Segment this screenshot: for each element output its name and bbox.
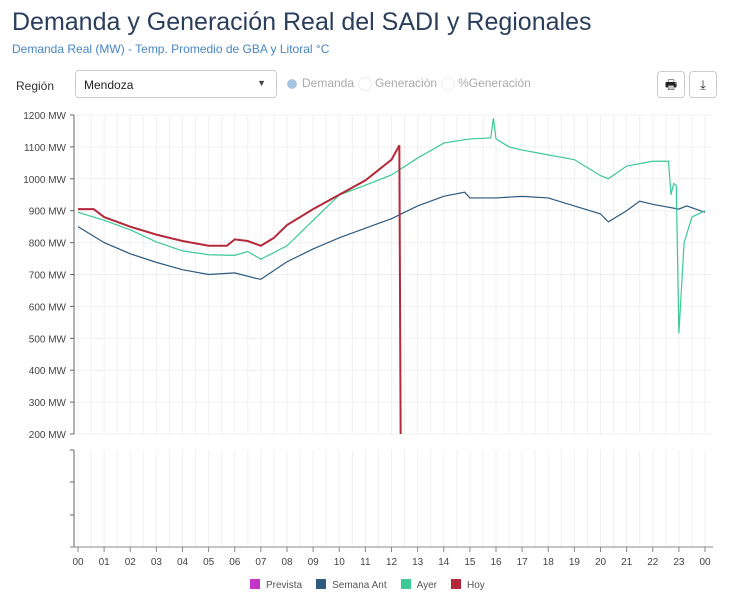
chart-legend: Prevista Semana Ant Ayer Hoy bbox=[250, 579, 485, 591]
y-tick-label: 800 MW bbox=[29, 239, 67, 250]
y-tick-label: 1000 MW bbox=[23, 175, 66, 186]
radio-label: Generación bbox=[375, 76, 438, 90]
x-tick-label: 18 bbox=[543, 557, 555, 568]
x-tick-label: 03 bbox=[151, 557, 163, 568]
radio-icon bbox=[358, 76, 373, 91]
x-tick-label: 00 bbox=[72, 557, 84, 568]
radio-generacion[interactable]: Generación bbox=[358, 76, 437, 91]
legend-item[interactable]: Semana Ant bbox=[316, 579, 387, 591]
series-line-ayer bbox=[77, 118, 706, 334]
radio-label: %Generación bbox=[458, 76, 531, 90]
x-tick-label: 13 bbox=[412, 557, 424, 568]
x-tick-label: 19 bbox=[569, 557, 581, 568]
radio-porcentaje-generacion[interactable]: %Generación bbox=[441, 76, 531, 91]
region-select[interactable]: Mendoza ▼ bbox=[75, 70, 277, 98]
x-tick-label: 12 bbox=[386, 557, 398, 568]
series-line-hoy bbox=[78, 144, 402, 435]
y-tick-label: 600 MW bbox=[29, 302, 67, 313]
legend-label: Hoy bbox=[467, 580, 485, 591]
download-button[interactable]: ⤓ bbox=[689, 71, 717, 98]
legend-label: Semana Ant bbox=[332, 580, 387, 591]
page-subtitle: Demanda Real (MW) - Temp. Promedio de GB… bbox=[12, 42, 330, 56]
region-value: Mendoza bbox=[84, 78, 134, 92]
x-tick-label: 17 bbox=[517, 557, 529, 568]
download-icon: ⤓ bbox=[700, 77, 706, 92]
y-tick-label: 200 MW bbox=[29, 430, 67, 441]
y-tick-label: 500 MW bbox=[29, 334, 67, 345]
x-tick-label: 09 bbox=[308, 557, 320, 568]
radio-icon bbox=[287, 78, 297, 89]
y-tick-label: 300 MW bbox=[29, 398, 67, 409]
x-tick-label: 06 bbox=[229, 557, 241, 568]
legend-swatch bbox=[250, 579, 260, 589]
series-line-semana-ant bbox=[77, 191, 706, 280]
caret-down-icon: ▼ bbox=[257, 78, 266, 88]
x-tick-label: 16 bbox=[490, 557, 502, 568]
legend-swatch bbox=[451, 579, 461, 589]
print-button[interactable]: 🖶 bbox=[657, 71, 685, 98]
x-tick-label: 21 bbox=[621, 557, 633, 568]
radio-demanda[interactable]: Demanda bbox=[285, 76, 354, 91]
legend-label: Ayer bbox=[416, 580, 437, 591]
x-tick-label: 23 bbox=[673, 557, 685, 568]
x-tick-label: 15 bbox=[464, 557, 476, 568]
y-tick-label: 1200 MW bbox=[23, 111, 66, 122]
y-tick-label: 1100 MW bbox=[24, 143, 67, 154]
x-tick-label: 08 bbox=[281, 557, 293, 568]
x-tick-label: 07 bbox=[255, 557, 267, 568]
y-tick-label: 900 MW bbox=[29, 207, 67, 218]
x-tick-label: 10 bbox=[334, 557, 346, 568]
legend-swatch bbox=[400, 579, 411, 589]
radio-label: Demanda bbox=[302, 76, 355, 90]
y-tick-label: 400 MW bbox=[29, 366, 67, 377]
legend-label: Prevista bbox=[266, 580, 303, 591]
x-tick-label: 14 bbox=[438, 557, 450, 568]
x-tick-label: 04 bbox=[177, 557, 189, 568]
radio-icon bbox=[441, 76, 456, 91]
mode-radio-group: Demanda Generación %Generación bbox=[285, 76, 531, 91]
legend-item[interactable]: Prevista bbox=[250, 579, 302, 591]
x-tick-label: 02 bbox=[125, 557, 137, 568]
y-tick-label: 700 MW bbox=[29, 271, 67, 282]
legend-swatch bbox=[316, 579, 327, 589]
printer-icon: 🖶 bbox=[664, 77, 678, 92]
x-tick-label: 05 bbox=[203, 557, 215, 568]
x-tick-label: 00 bbox=[699, 557, 711, 568]
x-tick-label: 11 bbox=[360, 557, 371, 568]
legend-item[interactable]: Ayer bbox=[400, 579, 437, 591]
x-tick-label: 01 bbox=[99, 557, 111, 568]
page-title: Demanda y Generación Real del SADI y Reg… bbox=[12, 8, 592, 36]
legend-item[interactable]: Hoy bbox=[451, 579, 485, 591]
x-tick-label: 20 bbox=[595, 557, 607, 568]
region-label: Región bbox=[16, 79, 55, 93]
x-tick-label: 22 bbox=[647, 557, 659, 568]
